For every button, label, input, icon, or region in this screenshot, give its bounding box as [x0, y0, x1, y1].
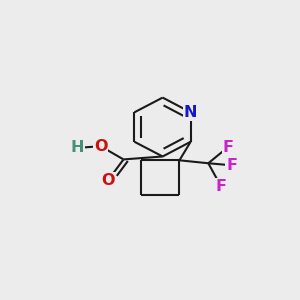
Text: F: F	[223, 140, 233, 154]
Text: F: F	[216, 179, 227, 194]
Text: O: O	[101, 172, 115, 188]
Text: N: N	[184, 105, 197, 120]
Text: O: O	[94, 139, 107, 154]
Text: H: H	[70, 140, 84, 155]
Text: F: F	[226, 158, 237, 173]
